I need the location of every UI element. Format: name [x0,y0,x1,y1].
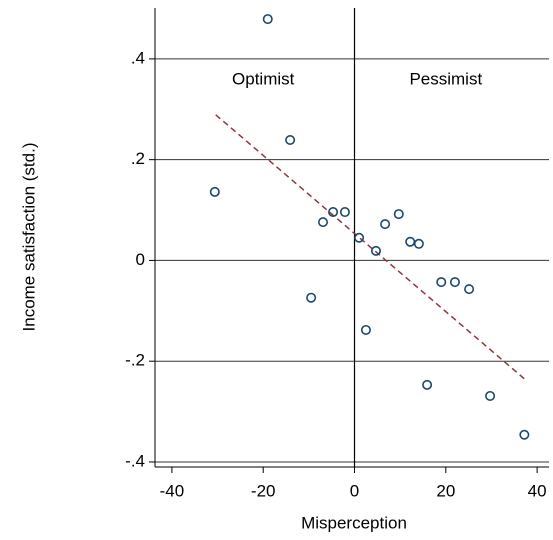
x-tick-label: 40 [528,481,547,500]
y-tick-label: .2 [131,149,145,168]
point [306,292,317,303]
point [285,135,296,146]
point [328,207,339,218]
x-tick-label: -20 [251,481,276,500]
point [485,390,496,401]
point [339,207,350,218]
y-tick-label: .4 [131,48,145,67]
point [262,14,273,25]
point [354,232,365,243]
point [413,238,424,249]
y-tick-label: -.4 [125,451,145,470]
point [209,186,220,197]
x-tick-label: 0 [350,481,359,500]
annotation: Pessimist [409,70,482,89]
point [318,217,329,228]
point [464,284,475,295]
y-axis-label: Income satisfaction (std.) [19,143,38,332]
point [519,429,530,440]
point [380,219,391,230]
point [449,277,460,288]
y-tick-label: -.2 [125,351,145,370]
point [360,324,371,335]
point [422,379,433,390]
x-tick-label: 20 [436,481,455,500]
x-tick-label: -40 [160,481,185,500]
annotation: Optimist [232,70,295,89]
y-tick-label: 0 [136,250,145,269]
point [370,245,381,256]
point [393,209,404,220]
fit-line [215,114,525,380]
point [405,236,416,247]
x-axis-label: Misperception [301,513,407,532]
point [436,277,447,288]
